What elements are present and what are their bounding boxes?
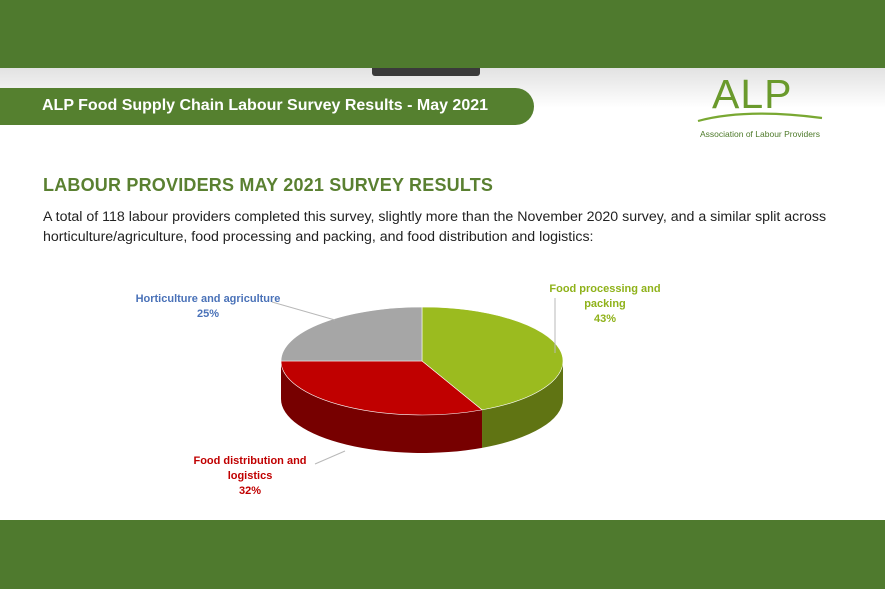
slice-value-label-2: 25% [197, 308, 219, 320]
pie-chart: Food processing and packing 43% Food distri… [136, 283, 661, 497]
pie-side-0 [482, 361, 563, 448]
pie-slice-0 [421, 306, 564, 411]
banner-title: ALP Food Supply Chain Labour Survey Resu… [42, 97, 489, 114]
pie-labels: Food processing and packing 43% Food distri… [136, 283, 661, 497]
section-heading: LABOUR PROVIDERS MAY 2021 SURVEY RESULTS [43, 175, 494, 195]
logo-subtitle: Association of Labour Providers [700, 129, 821, 139]
slice-value-label-0: 43% [594, 313, 616, 325]
title-banner: ALP Food Supply Chain Labour Survey Resu… [0, 88, 534, 125]
pie-shapes [280, 306, 564, 453]
pie-slice-1 [280, 360, 483, 416]
leader-line-1 [314, 450, 346, 465]
intro-paragraph: A total of 118 labour providers complete… [43, 209, 827, 245]
pie-slice-2 [280, 306, 423, 362]
slice-name-label-0: packing [584, 298, 626, 310]
pie-side-1 [280, 361, 483, 453]
slide: ALP Food Supply Chain Labour Survey Resu… [0, 68, 885, 520]
alp-logo: ALP Association of Labour Providers [696, 71, 826, 140]
bottom-band [0, 520, 885, 589]
logo-text: ALP [712, 71, 793, 117]
top-band [0, 0, 885, 68]
tab-notch [372, 68, 480, 76]
logo-swoosh-icon [697, 112, 823, 123]
slice-value-label-1: 32% [239, 485, 261, 497]
slice-name-label-0: Food processing and [549, 283, 660, 295]
slice-name-label-1: logistics [228, 470, 273, 482]
leader-line-2 [271, 301, 336, 321]
slice-name-label-2: Horticulture and agriculture [136, 293, 281, 305]
slice-name-label-1: Food distribution and [193, 455, 306, 467]
